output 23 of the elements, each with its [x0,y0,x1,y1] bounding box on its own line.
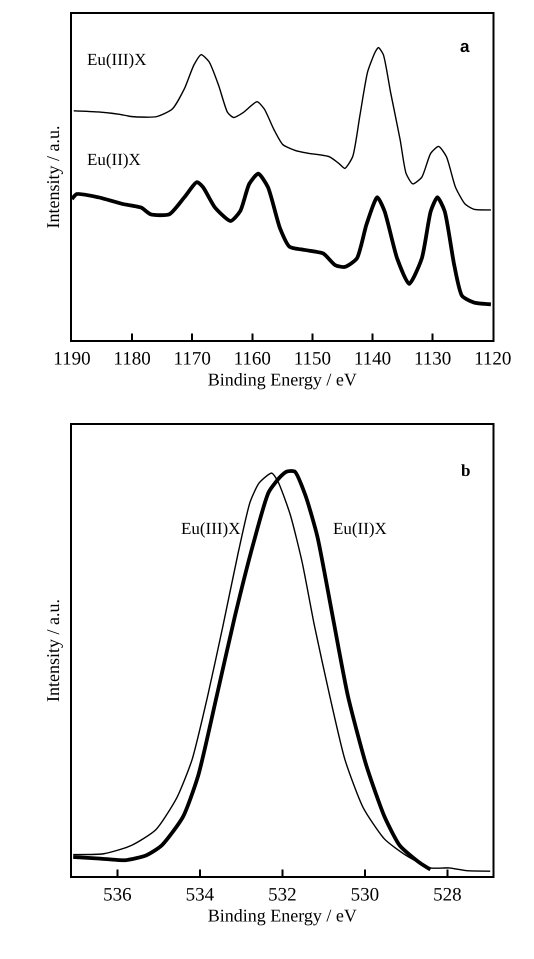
x-tick-label: 528 [433,884,462,906]
y-axis-title: Intensity / a.u. [42,126,63,228]
x-tick-label: 1130 [414,348,452,370]
x-tick-label: 1120 [474,348,512,370]
y-axis-title: Intensity / a.u. [42,599,63,702]
annotation: a [460,37,470,56]
series-label: Eu(II)X [333,519,387,538]
x-tick-label: 534 [186,884,215,906]
x-tick-label: 1160 [234,348,271,370]
x-tick-label: 1190 [53,348,91,370]
series-label: Eu(III)X [181,519,240,538]
x-axis-title: Binding Energy / eV [208,370,357,390]
x-tick-label: 1170 [174,348,211,370]
x-tick-label: 1140 [354,348,392,370]
x-tick-label: 532 [268,884,297,906]
x-tick-label: 1150 [294,348,332,370]
annotation: b [461,461,470,480]
x-tick-label: 530 [350,884,380,906]
x-tick-label: 536 [103,884,132,906]
series-label: Eu(II)X [87,150,141,169]
x-axis-title: Binding Energy / eV [208,906,357,926]
text: Eu(III)X [87,50,146,69]
x-tick-label: 1180 [113,348,151,370]
